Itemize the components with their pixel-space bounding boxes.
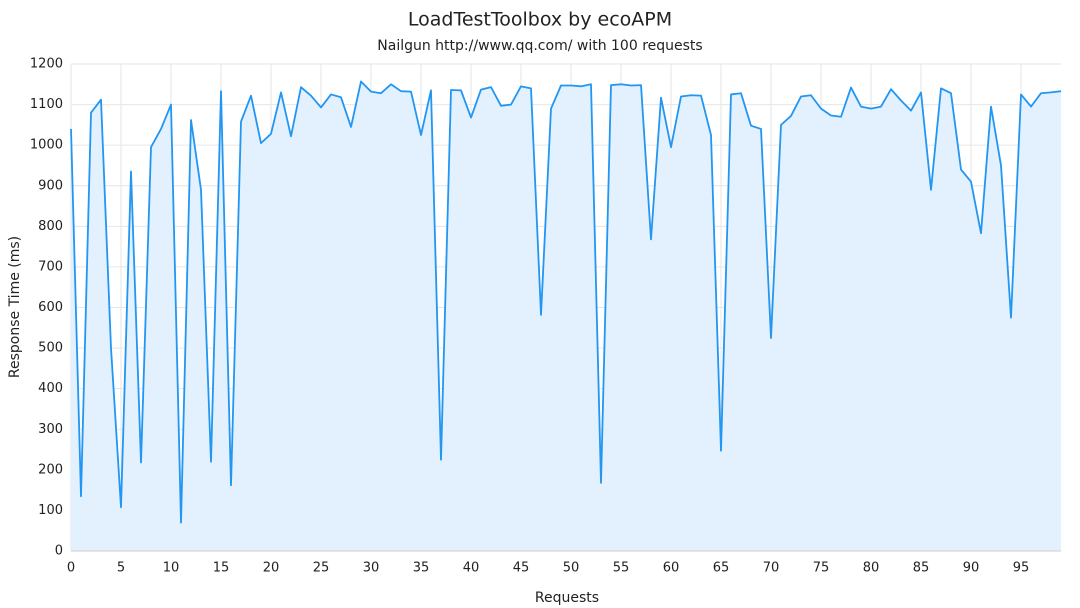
line [70,80,1062,524]
y-axis-title: Response Time (ms) [7,236,23,378]
y-tick-label: 900 [38,178,63,193]
y-tick-label: 400 [38,381,63,396]
x-tick-label: 75 [813,561,830,576]
x-tick-label: 5 [117,561,125,576]
y-tick-label: 500 [38,341,63,356]
x-tick-label: 20 [263,561,280,576]
x-tick-label: 0 [67,561,75,576]
x-tick-label: 45 [513,561,530,576]
chart-subtitle: Nailgun http://www.qq.com/ with 100 requ… [377,38,702,54]
y-tick-label: 1100 [30,97,63,112]
y-tick-label: 1000 [30,138,63,153]
x-tick-label: 55 [613,561,630,576]
y-tick-label: 100 [38,503,63,518]
x-tick-label: 65 [713,561,730,576]
x-tick-label: 60 [663,561,680,576]
x-tick-label: 40 [463,561,480,576]
y-tick-label: 700 [38,259,63,274]
y-tick-label: 300 [38,422,63,437]
x-tick-label: 70 [763,561,780,576]
x-tick-label: 90 [963,561,980,576]
y-tick-label: 600 [38,300,63,315]
x-tick-label: 85 [913,561,930,576]
x-tick-label: 30 [363,561,380,576]
x-tick-label: 80 [863,561,880,576]
x-axis-title: Requests [535,590,599,606]
y-tick-label: 800 [38,219,63,234]
x-tick-label: 25 [313,561,330,576]
y-tick-label: 200 [38,462,63,477]
y-tick-label: 0 [55,544,63,559]
x-tick-label: 95 [1013,561,1030,576]
x-tick-label: 10 [163,561,180,576]
area [71,81,1061,551]
x-tick-label: 15 [213,561,230,576]
x-tick-label: 35 [413,561,430,576]
y-tick-label: 1200 [30,57,63,72]
x-tick-label: 50 [563,561,580,576]
chart-title: LoadTestToolbox by ecoAPM [408,9,672,31]
